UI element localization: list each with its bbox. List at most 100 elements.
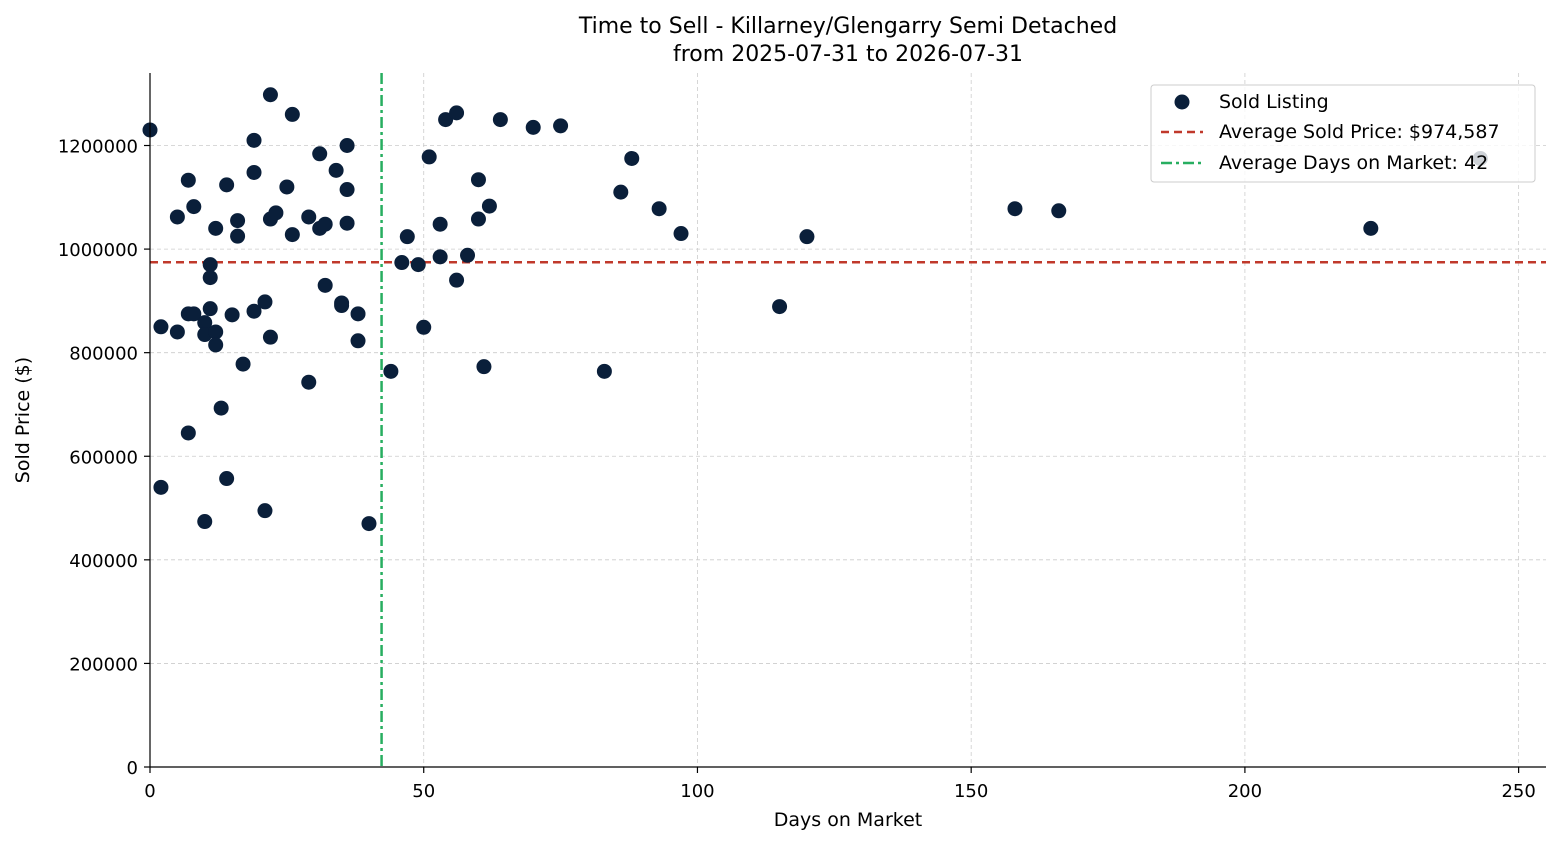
data-point <box>449 105 465 121</box>
y-tick-label: 400000 <box>69 551 138 572</box>
chart-title-line2: from 2025-07-31 to 2026-07-31 <box>673 42 1023 67</box>
data-point <box>284 227 300 243</box>
data-point <box>180 425 196 441</box>
data-point <box>651 201 667 217</box>
legend-box <box>1150 84 1536 183</box>
legend-label-avg-days: Average Days on Market: 42 <box>1219 152 1488 174</box>
y-tick-label: 1200000 <box>58 137 138 158</box>
data-point <box>481 198 497 214</box>
data-point <box>208 337 224 353</box>
data-point <box>246 303 262 319</box>
data-point <box>262 329 278 345</box>
data-point <box>361 516 377 532</box>
data-point <box>317 277 333 293</box>
data-point <box>449 272 465 288</box>
data-point <box>153 479 169 495</box>
data-point <box>230 228 246 244</box>
data-point <box>262 87 278 103</box>
data-point <box>312 146 328 162</box>
data-point <box>339 138 355 154</box>
y-tick-label: 600000 <box>69 447 138 468</box>
data-points <box>142 87 1488 532</box>
x-tick-label: 250 <box>1501 781 1535 802</box>
data-point <box>350 306 366 322</box>
data-point <box>416 319 432 335</box>
data-point <box>328 162 344 178</box>
data-point <box>399 229 415 245</box>
data-point <box>476 359 492 375</box>
data-point <box>180 172 196 188</box>
data-point <box>169 209 185 225</box>
x-tick-label: 150 <box>954 781 988 802</box>
data-point <box>432 249 448 265</box>
data-point <box>219 471 235 487</box>
data-point <box>470 172 486 188</box>
data-point <box>153 319 169 335</box>
data-point <box>224 307 240 323</box>
x-tick-label: 100 <box>680 781 714 802</box>
data-point <box>438 112 454 128</box>
y-tick-label: 1000000 <box>58 240 138 261</box>
data-point <box>799 229 815 245</box>
y-tick-label: 200000 <box>69 654 138 675</box>
data-point <box>202 257 218 273</box>
data-point <box>394 255 410 271</box>
data-point <box>339 182 355 198</box>
data-point <box>624 150 640 166</box>
data-point <box>230 213 246 229</box>
data-point <box>492 112 508 128</box>
data-point <box>1363 220 1379 236</box>
y-tick-label: 0 <box>127 758 138 779</box>
data-point <box>246 132 262 148</box>
reference-lines <box>150 73 1546 767</box>
x-tick-label: 0 <box>144 781 155 802</box>
data-point <box>1051 203 1067 219</box>
data-point <box>432 216 448 232</box>
x-tick-label: 200 <box>1228 781 1262 802</box>
data-point <box>219 177 235 193</box>
data-point <box>213 400 229 416</box>
y-axis-ticks: 0 200000 400000 600000 800000 1000000 1200000 <box>58 137 150 779</box>
data-point <box>284 106 300 122</box>
data-point <box>334 298 350 314</box>
data-point <box>257 294 273 310</box>
data-point <box>339 215 355 231</box>
data-point <box>268 205 284 221</box>
data-point <box>301 209 317 225</box>
data-point <box>208 324 224 340</box>
legend: Sold Listing Average Sold Price: $974,58… <box>1150 84 1536 183</box>
data-point <box>257 503 273 519</box>
data-point <box>673 226 689 242</box>
data-point <box>197 315 213 331</box>
data-point <box>186 306 202 322</box>
data-point <box>350 333 366 349</box>
data-point <box>197 514 213 530</box>
data-point <box>317 216 333 232</box>
y-axis-label: Sold Price ($) <box>12 357 34 483</box>
data-point <box>553 118 569 134</box>
data-point <box>202 301 218 317</box>
data-point <box>421 149 437 165</box>
data-point <box>279 179 295 195</box>
data-point <box>410 257 426 273</box>
data-point <box>202 270 218 286</box>
y-tick-label: 800000 <box>69 344 138 365</box>
data-point <box>525 119 541 135</box>
data-point <box>169 324 185 340</box>
data-point <box>460 247 476 263</box>
legend-label-sold: Sold Listing <box>1219 91 1329 113</box>
data-point <box>301 374 317 390</box>
data-point <box>186 199 202 215</box>
chart-title-line1: Time to Sell - Killarney/Glengarry Semi … <box>578 14 1117 39</box>
data-point <box>613 184 629 200</box>
legend-label-avg-price: Average Sold Price: $974,587 <box>1219 121 1500 143</box>
data-point <box>772 299 788 315</box>
x-axis-ticks: 0 50 100 150 200 250 <box>144 767 1536 802</box>
data-point <box>383 363 399 379</box>
data-point <box>235 356 251 372</box>
data-point <box>596 363 612 379</box>
data-point <box>470 211 486 227</box>
x-axis-label: Days on Market <box>774 809 922 831</box>
